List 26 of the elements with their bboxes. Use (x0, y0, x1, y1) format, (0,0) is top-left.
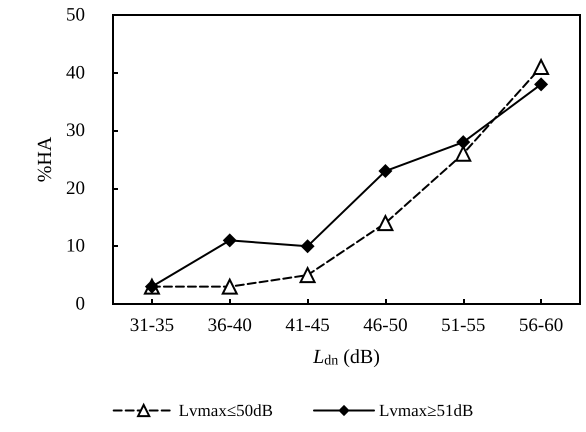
y-tick-label: 20 (66, 178, 85, 199)
y-tick-label: 40 (66, 62, 85, 84)
point (533, 59, 550, 76)
point (378, 164, 392, 178)
point (534, 77, 548, 92)
point (222, 278, 238, 295)
point (377, 215, 394, 232)
point (455, 146, 472, 162)
y-tick-label: 10 (66, 236, 85, 257)
point (222, 233, 237, 248)
x-tick-label: 46-50 (363, 315, 408, 336)
x-axis-title: Ldn (dB) (312, 346, 380, 368)
x-tick-label: 51-55 (441, 315, 486, 336)
point (456, 135, 470, 150)
y-tick-label: 30 (66, 120, 85, 142)
x-tick-label: 56-60 (518, 315, 564, 336)
legend-label: Lvmax≤50dB (178, 401, 274, 420)
y-tick-label: 0 (76, 294, 85, 314)
x-tick-label: 41-45 (285, 315, 330, 336)
legend-label: Lvmax≥51dB (379, 401, 474, 420)
x-tick-label: 31-35 (130, 315, 174, 336)
y-tick-label: 50 (66, 4, 85, 26)
point (300, 267, 316, 284)
y-axis-title: %HA (34, 136, 56, 182)
point (300, 239, 315, 254)
x-tick-label: 36-40 (208, 315, 252, 336)
